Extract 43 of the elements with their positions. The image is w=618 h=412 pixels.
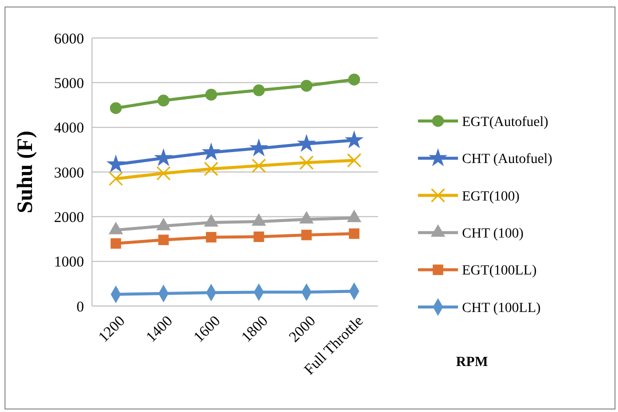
point bbox=[299, 155, 314, 170]
point bbox=[301, 230, 312, 240]
point bbox=[204, 162, 218, 176]
point bbox=[110, 102, 122, 114]
point bbox=[300, 80, 312, 92]
point bbox=[344, 130, 364, 148]
legend-label: EGT(Autofuel) bbox=[462, 114, 549, 130]
point bbox=[205, 88, 218, 101]
x-tick-label: 1200 bbox=[96, 313, 128, 346]
y-tick-label: 1000 bbox=[54, 254, 84, 271]
legend-label: CHT (100) bbox=[462, 226, 524, 242]
y-axis-title: Suhu (F) bbox=[12, 130, 37, 214]
x-tick-label: 1800 bbox=[238, 313, 272, 346]
point bbox=[154, 148, 173, 166]
legend-label: CHT (Autofuel) bbox=[462, 152, 553, 168]
point bbox=[202, 142, 221, 160]
point bbox=[206, 232, 216, 242]
point bbox=[252, 158, 266, 173]
y-tick-label: 5000 bbox=[54, 76, 84, 92]
point bbox=[346, 153, 362, 168]
point bbox=[254, 232, 264, 242]
point bbox=[158, 94, 170, 106]
x-tick-label: 1400 bbox=[144, 313, 176, 346]
y-tick-label: 3000 bbox=[54, 165, 84, 182]
point bbox=[110, 238, 122, 249]
point bbox=[348, 74, 360, 86]
point bbox=[106, 154, 126, 172]
legend-label: EGT(100LL) bbox=[462, 264, 537, 279]
y-tick-label: 6000 bbox=[54, 31, 84, 48]
legend-label: CHT (100LL) bbox=[462, 300, 542, 316]
point bbox=[252, 84, 265, 96]
text: RPM bbox=[456, 355, 488, 370]
y-tick-label: 2000 bbox=[54, 210, 84, 226]
y-tick-label: 4000 bbox=[54, 120, 84, 137]
point bbox=[158, 234, 169, 246]
x-tick-label: 1600 bbox=[191, 313, 224, 346]
point bbox=[156, 166, 171, 181]
point bbox=[297, 134, 316, 152]
point bbox=[108, 172, 124, 186]
point bbox=[249, 138, 268, 156]
point bbox=[348, 228, 360, 239]
y-tick-label: 0 bbox=[76, 299, 84, 316]
legend-label: EGT(100) bbox=[462, 189, 520, 204]
